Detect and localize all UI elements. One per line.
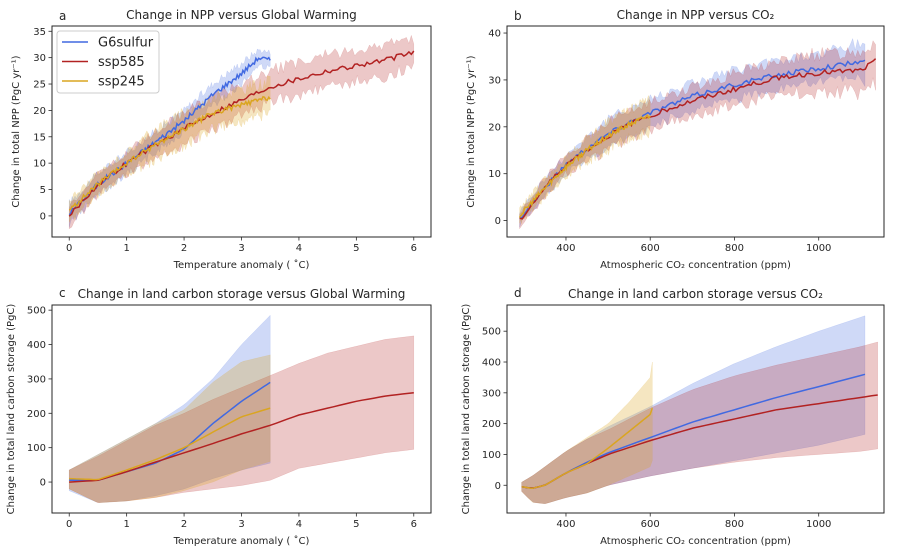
y-tick-label: 200 — [482, 419, 501, 430]
band-ssp585 — [519, 40, 876, 230]
x-tick-label: 5 — [353, 519, 359, 530]
y-tick-label: 30 — [488, 75, 501, 86]
x-axis-label: Atmospheric CO₂ concentration (ppm) — [600, 536, 791, 547]
chart-title: Change in NPP versus Global Warming — [126, 8, 357, 22]
y-axis-label: Change in total NPP (PgC yr⁻¹) — [466, 55, 477, 207]
y-tick-label: 40 — [488, 29, 501, 40]
x-tick-label: 3 — [238, 519, 244, 530]
x-tick-label: 0 — [66, 519, 72, 530]
x-tick-label: 400 — [556, 243, 575, 254]
plot-area — [518, 37, 877, 230]
panel-letter: b — [514, 9, 522, 23]
line-G6sulfur — [519, 59, 866, 219]
panel-letter: a — [59, 9, 66, 23]
line-ssp245 — [68, 95, 271, 211]
x-tick-label: 0 — [66, 243, 72, 254]
y-tick-label: 100 — [27, 443, 46, 454]
chart-title: Change in land carbon storage versus CO₂ — [568, 287, 823, 301]
chart-title: Change in NPP versus CO₂ — [617, 8, 775, 22]
band-G6sulfur — [521, 315, 866, 504]
x-tick-label: 3 — [238, 243, 244, 254]
line-ssp245 — [69, 407, 271, 481]
x-tick-label: 6 — [411, 243, 417, 254]
y-tick-label: 100 — [482, 450, 501, 461]
y-tick-label: 500 — [482, 327, 501, 338]
band-ssp245 — [521, 361, 653, 504]
panel-b: 400 600 800 1000 0 10 20 30 40 Atmospheric CO₂ co… — [466, 8, 885, 271]
y-tick-label: 25 — [33, 80, 46, 91]
y-tick-label: 30 — [33, 53, 46, 64]
x-tick-label: 4 — [296, 519, 302, 530]
line-G6sulfur — [68, 56, 271, 216]
x-tick-label: 4 — [296, 243, 302, 254]
band-ssp585 — [521, 341, 878, 504]
panel-letter: c — [59, 286, 66, 300]
line-ssp245 — [518, 114, 651, 218]
line-ssp585 — [69, 391, 414, 483]
x-tick-label: 2 — [181, 519, 187, 530]
x-axis-label: Temperature anomaly ( ˚C) — [173, 535, 310, 547]
x-tick-label: 5 — [353, 243, 359, 254]
band-G6sulfur — [519, 37, 866, 228]
y-tick-label: 300 — [27, 374, 46, 385]
y-tick-label: 35 — [33, 27, 46, 38]
x-tick-label: 1 — [123, 243, 129, 254]
x-axis-label: Atmospheric CO₂ concentration (ppm) — [600, 260, 791, 271]
axes-frame — [506, 25, 885, 238]
y-tick-label: 300 — [482, 388, 501, 399]
plot-area — [521, 315, 878, 504]
y-tick-label: 0 — [495, 216, 501, 227]
band-ssp585 — [68, 34, 415, 230]
x-tick-label: 800 — [725, 519, 744, 530]
line-ssp245 — [521, 407, 654, 490]
band-ssp245 — [519, 94, 651, 224]
y-tick-label: 10 — [33, 159, 46, 170]
y-tick-label: 15 — [33, 132, 46, 143]
x-tick-label: 600 — [641, 243, 660, 254]
y-tick-label: 10 — [488, 169, 501, 180]
x-tick-label: 1 — [123, 519, 129, 530]
x-tick-label: 6 — [411, 519, 417, 530]
y-tick-label: 20 — [33, 106, 46, 117]
y-tick-label: 0 — [40, 478, 46, 489]
legend-box — [56, 30, 160, 94]
y-tick-label: 400 — [27, 340, 46, 351]
band-ssp245 — [68, 354, 271, 503]
plot-area — [68, 314, 415, 503]
x-tick-label: 2 — [181, 243, 187, 254]
x-tick-label: 800 — [725, 243, 744, 254]
y-tick-label: 0 — [40, 211, 46, 222]
x-tick-label: 1000 — [806, 519, 831, 530]
axes-frame — [506, 304, 885, 514]
legend-label-ssp585: ssp585 — [98, 55, 145, 70]
y-tick-label: 0 — [495, 481, 501, 492]
y-tick-label: 400 — [482, 358, 501, 369]
line-G6sulfur — [521, 373, 866, 489]
y-tick-label: 5 — [40, 185, 46, 196]
y-axis-label: Change in total land carbon storage (PgC… — [461, 304, 472, 515]
band-ssp245 — [68, 75, 271, 223]
panel-c: 0 1 2 3 4 5 6 0 100 200 300 400 500 Temperature anoma… — [6, 286, 432, 547]
legend: G6sulfur ssp585 ssp245 — [56, 30, 160, 94]
y-tick-label: 20 — [488, 122, 501, 133]
panel-d: 400 600 800 1000 0 100 200 300 400 500 Atmospheric… — [461, 286, 885, 547]
chart-title: Change in land carbon storage versus Glo… — [78, 287, 406, 301]
y-tick-label: 200 — [27, 409, 46, 420]
x-tick-label: 1000 — [806, 243, 831, 254]
band-G6sulfur — [68, 314, 271, 503]
band-ssp585 — [68, 335, 415, 503]
panel-a: 0 1 2 3 4 5 6 0 5 10 15 20 25 30 35 Temperature anomaly… — [11, 8, 432, 271]
y-tick-label: 500 — [27, 306, 46, 317]
plot-area — [68, 34, 415, 230]
y-axis-label: Change in total NPP (PgC yr⁻¹) — [11, 55, 22, 207]
panel-letter: d — [514, 286, 522, 300]
x-axis-label: Temperature anomaly ( ˚C) — [173, 259, 310, 271]
y-axis-label: Change in total land carbon storage (PgC… — [6, 304, 17, 515]
x-tick-label: 600 — [641, 519, 660, 530]
legend-label-G6sulfur: G6sulfur — [98, 36, 154, 51]
legend-label-ssp245: ssp245 — [98, 75, 145, 90]
x-tick-label: 400 — [556, 519, 575, 530]
